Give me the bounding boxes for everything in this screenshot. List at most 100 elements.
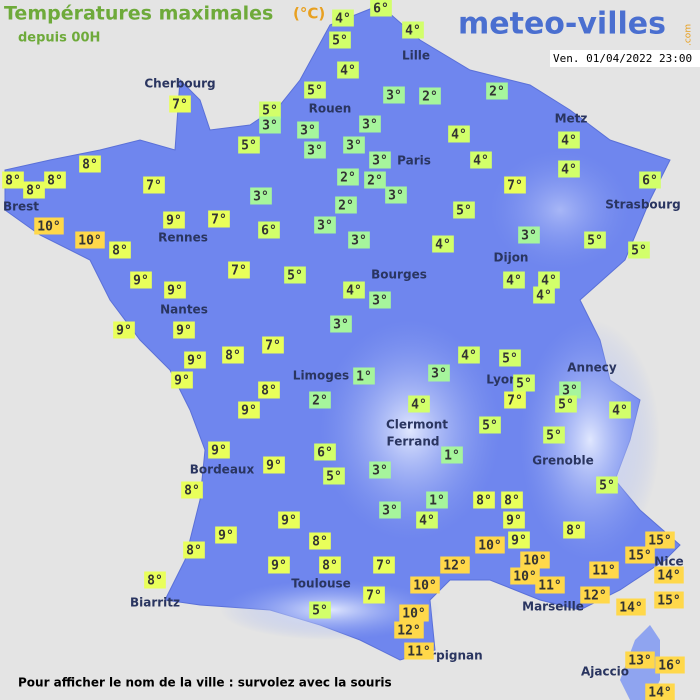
temperature-label: 4°	[405, 24, 421, 39]
temperature-box	[503, 511, 525, 529]
temperature-label: 2°	[338, 199, 354, 214]
temperature-label: 13°	[628, 654, 651, 669]
temperature-box	[222, 346, 244, 364]
temperature-box	[558, 131, 580, 149]
alps	[520, 320, 660, 560]
temperature-label: 4°	[435, 238, 451, 253]
temperature-box	[364, 171, 386, 189]
temperature-label: 3°	[521, 229, 537, 244]
temperature-label: 3°	[372, 154, 388, 169]
temperature-label: 4°	[335, 12, 351, 27]
city-name: Ferrand	[387, 435, 440, 449]
temperature-box	[171, 371, 193, 389]
temperature-label: 1°	[429, 494, 445, 509]
temperature-label: 11°	[592, 564, 615, 579]
temperature-label: 9°	[241, 404, 257, 419]
city-name: Marseille	[522, 600, 584, 614]
temperature-label: 7°	[172, 98, 188, 113]
temperature-box	[259, 101, 281, 119]
temperature-box	[329, 31, 351, 49]
temperature-box	[208, 210, 230, 228]
temperature-box	[23, 181, 45, 199]
temperature-label: 2°	[340, 171, 356, 186]
temperature-label: 9°	[187, 354, 203, 369]
temperature-box	[402, 21, 424, 39]
temperature-box	[533, 286, 555, 304]
temperature-box	[309, 601, 331, 619]
temperature-label: 16°	[658, 659, 681, 674]
temperature-box	[359, 115, 381, 133]
brand: meteo-villes	[458, 7, 666, 42]
temperature-label: 9°	[166, 214, 182, 229]
temperature-label: 5°	[587, 234, 603, 249]
temperature-box	[580, 586, 610, 604]
temperature-label: 3°	[253, 190, 269, 205]
temperature-label: 3°	[362, 118, 378, 133]
temperature-label: 8°	[566, 524, 582, 539]
city-name: Dijon	[494, 251, 529, 265]
temperature-box	[181, 481, 203, 499]
temperature-box	[520, 551, 550, 569]
temperature-box	[2, 171, 24, 189]
temperature-box	[416, 511, 438, 529]
temperature-label: 14°	[619, 601, 642, 616]
temperature-label: 3°	[317, 219, 333, 234]
temperature-label: 5°	[546, 429, 562, 444]
temperature-box	[654, 591, 684, 609]
temperature-box	[589, 561, 619, 579]
temperature-label: 10°	[37, 220, 60, 235]
temperature-box	[473, 491, 495, 509]
temperature-box	[383, 86, 405, 104]
temperature-label: 8°	[322, 559, 338, 574]
temperature-label: 8°	[26, 184, 42, 199]
city-name: Cherbourg	[144, 77, 215, 91]
city-name: Paris	[397, 154, 431, 168]
temperature-label: 12°	[583, 589, 606, 604]
temperature-box	[109, 241, 131, 259]
temperature-label: 4°	[419, 514, 435, 529]
city-name: Lille	[402, 49, 430, 63]
temperature-label: 15°	[648, 534, 671, 549]
temperature-box	[323, 467, 345, 485]
temperature-box	[584, 231, 606, 249]
temperature-box	[639, 171, 661, 189]
temperature-box	[645, 683, 675, 700]
temperature-label: 8°	[476, 494, 492, 509]
temperature-label: 3°	[388, 189, 404, 204]
temperature-label: 4°	[561, 163, 577, 178]
temperature-box	[183, 541, 205, 559]
title-unit: (°C)	[293, 5, 325, 23]
temperature-box	[596, 476, 618, 494]
temperature-box	[304, 141, 326, 159]
temperature-label: 8°	[47, 174, 63, 189]
temperature-box	[501, 491, 523, 509]
temperature-box	[410, 576, 440, 594]
temperature-label: 5°	[287, 269, 303, 284]
temperature-label: 9°	[218, 529, 234, 544]
temperature-box	[499, 349, 521, 367]
temperature-label: 3°	[307, 144, 323, 159]
temperature-label: 5°	[241, 139, 257, 154]
temperature-label: 4°	[561, 134, 577, 149]
city-name: Lyon	[486, 373, 517, 387]
temperature-label: 3°	[346, 139, 362, 154]
temperature-box	[215, 526, 237, 544]
title: Températures maximales	[4, 3, 273, 25]
city-name: Clermont	[386, 418, 448, 432]
temperature-label: 5°	[456, 204, 472, 219]
temperature-label: 4°	[411, 398, 427, 413]
temperature-label: 9°	[133, 274, 149, 289]
temperature-label: 7°	[507, 394, 523, 409]
temperature-box	[34, 217, 64, 235]
temperature-label: 8°	[261, 384, 277, 399]
temperature-box	[428, 364, 450, 382]
temperature-label: 5°	[599, 479, 615, 494]
city-name: Nice	[654, 555, 683, 569]
temperature-box	[363, 586, 385, 604]
temperature-box	[262, 336, 284, 354]
temperature-label: 8°	[5, 174, 21, 189]
temperature-box	[426, 491, 448, 509]
temperature-label: 5°	[482, 419, 498, 434]
temperature-label: 8°	[504, 494, 520, 509]
temperature-label: 3°	[262, 119, 278, 134]
